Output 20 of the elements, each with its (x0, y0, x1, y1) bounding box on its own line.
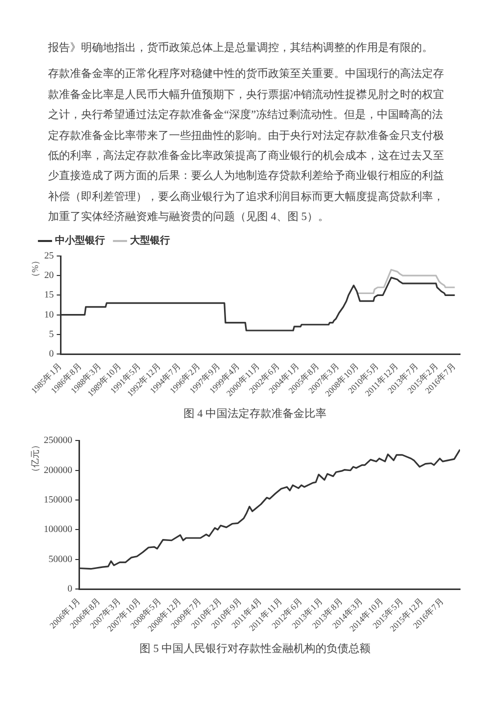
legend-label: 大型银行 (129, 234, 170, 247)
y-tick-label: 10 (44, 310, 54, 320)
y-axis-title: （%） (30, 256, 40, 282)
y-tick-label: 25 (44, 252, 54, 262)
y-tick-label: 50000 (48, 554, 73, 565)
y-tick-label: 0 (68, 584, 73, 595)
legend-label: 中小型银行 (55, 234, 105, 247)
y-tick-label: 20 (44, 271, 54, 282)
text: 报告》明确地指出，货币政策总体上是总量调控，其结构调整的作用是有限的。 (48, 40, 434, 56)
y-tick-label: 200000 (44, 466, 73, 476)
y-tick-label: 0 (49, 350, 54, 360)
text: 图 5 中国人民银行对存款性金融机构的负债总额 (138, 642, 372, 656)
text: 图 4 中国法定存款准备金比率 (182, 406, 328, 421)
y-tick-label: 15 (44, 290, 54, 301)
text: 存款准备金率的正常化程序对稳健中性的货币政策至关重要。中国现行的高法定存款准备金比率是人民币大幅升值预期下，央行票据冲销流动性捉襟见肘之时的权宜之计，央行希望通过法定存款准备金“深度”冻结过剩流动性。但是，中国畸高的法定存款准备金比率带来了一些扭曲性的影响。由于央行对法定存款准备金只支付极低的利率，高法定存款准备金比率政策提高了商业银行的机会成本，这在过去又至少直接造成了两方面的后果：要么人为地制造存贷款利差给予商业银行相应的利益补偿（即利差管理），要么商业银行为了追求利润目标而更大幅度提高贷款利率，加重了实体经济融资难与融资贵的问题（见图 4、图 5）。 (48, 66, 445, 226)
y-axis-title: （亿元） (30, 440, 40, 477)
y-tick-label: 100000 (44, 525, 73, 536)
y-tick-label: 150000 (44, 496, 73, 506)
y-tick-label: 250000 (44, 436, 73, 446)
y-tick-label: 5 (49, 330, 54, 340)
